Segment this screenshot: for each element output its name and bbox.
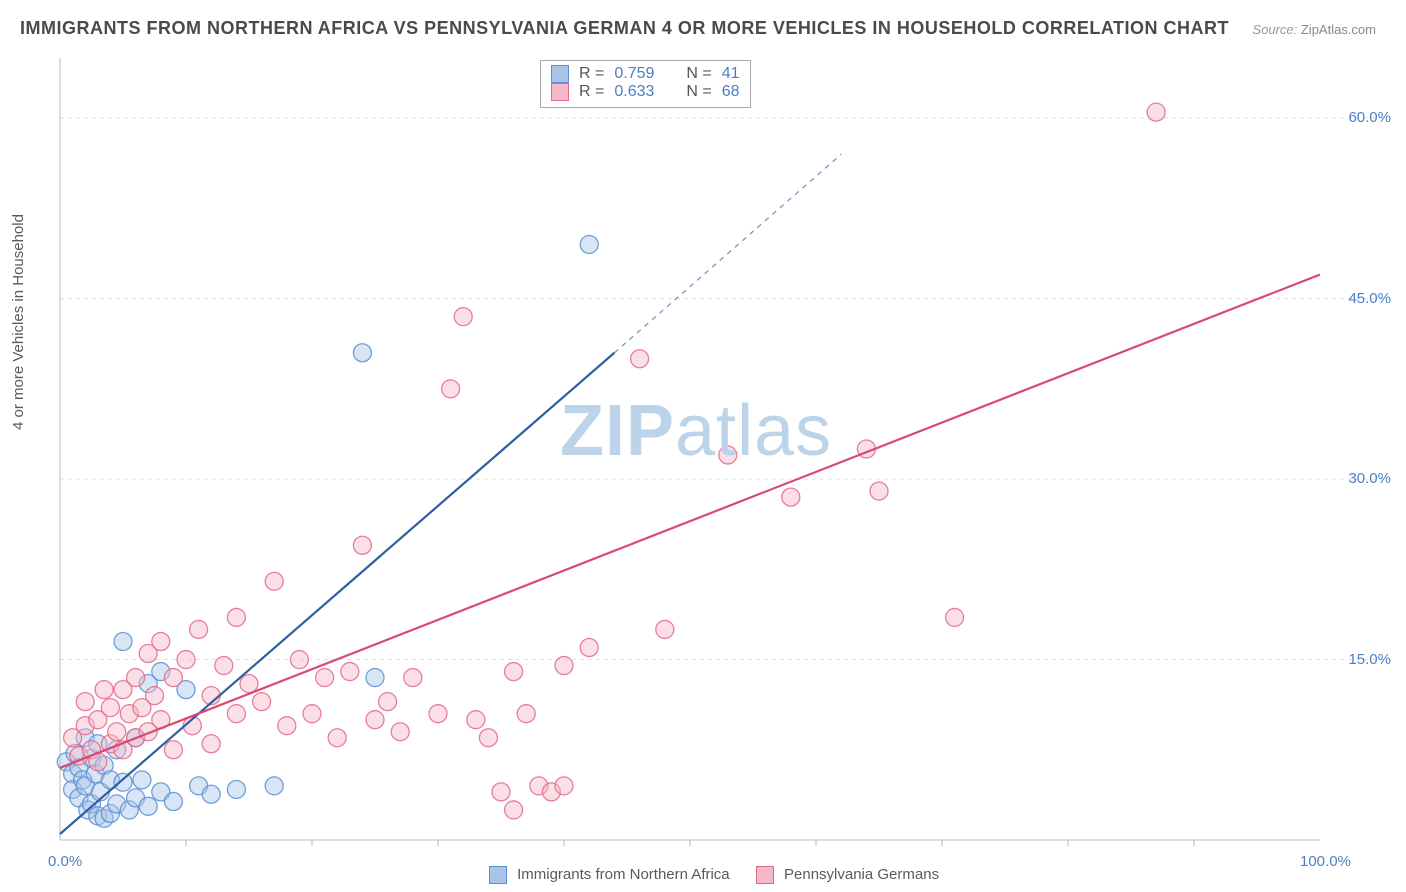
series2-n-value: 68 bbox=[722, 83, 740, 101]
r-label: R = bbox=[579, 83, 604, 101]
series1-swatch-icon bbox=[489, 866, 507, 884]
series2-swatch-icon bbox=[756, 866, 774, 884]
stats-row-series2: R = 0.633 N = 68 bbox=[551, 83, 740, 101]
y-tick-label: 30.0% bbox=[1348, 470, 1391, 487]
r-label: R = bbox=[579, 65, 604, 83]
stats-legend-box: R = 0.759 N = 41 R = 0.633 N = 68 bbox=[540, 60, 751, 108]
n-label: N = bbox=[686, 83, 711, 101]
correlation-scatter-chart bbox=[0, 0, 1406, 892]
series2-swatch-icon bbox=[551, 83, 569, 101]
y-tick-label: 15.0% bbox=[1348, 651, 1391, 668]
y-tick-label: 60.0% bbox=[1348, 109, 1391, 126]
x-tick-label: 100.0% bbox=[1300, 853, 1351, 870]
stats-row-series1: R = 0.759 N = 41 bbox=[551, 65, 740, 83]
y-tick-label: 45.0% bbox=[1348, 290, 1391, 307]
series1-n-value: 41 bbox=[722, 65, 740, 83]
series2-legend-label: Pennsylvania Germans bbox=[784, 866, 939, 883]
series1-r-value: 0.759 bbox=[614, 65, 654, 83]
x-tick-label: 0.0% bbox=[48, 853, 82, 870]
series1-swatch-icon bbox=[551, 65, 569, 83]
series1-legend-label: Immigrants from Northern Africa bbox=[517, 866, 730, 883]
series2-r-value: 0.633 bbox=[614, 83, 654, 101]
bottom-legend: Immigrants from Northern Africa Pennsylv… bbox=[0, 866, 1406, 884]
n-label: N = bbox=[686, 65, 711, 83]
